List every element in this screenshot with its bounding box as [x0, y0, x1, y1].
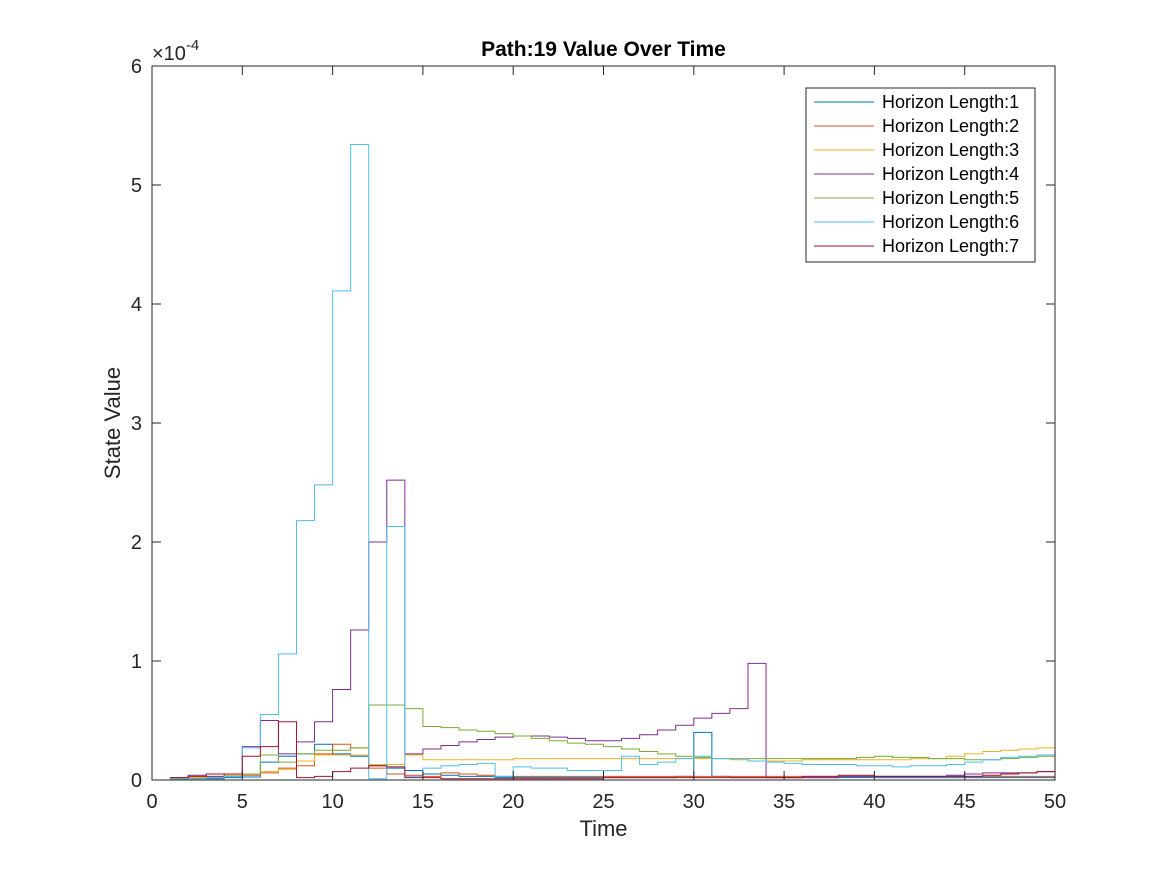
series-line-3: [170, 747, 1055, 779]
y-tick-label: 1: [131, 651, 142, 673]
series-line-7: [170, 721, 1055, 780]
x-tick-label: 25: [592, 791, 614, 813]
x-tick-label: 30: [683, 791, 705, 813]
y-tick-label: 2: [131, 532, 142, 554]
legend-label-3: Horizon Length:3: [882, 140, 1019, 160]
x-tick-label: 15: [412, 791, 434, 813]
legend-label-7: Horizon Length:7: [882, 236, 1019, 256]
legend-label-4: Horizon Length:4: [882, 164, 1019, 184]
legend: Horizon Length:1 Horizon Length:2 Horizon …: [805, 87, 1036, 263]
legend-box: [805, 87, 1036, 263]
x-tick-label: 0: [146, 791, 157, 813]
y-tick-label: 0: [131, 770, 142, 792]
x-tick-label: 45: [954, 791, 976, 813]
y-exponent-base: ×10: [152, 43, 186, 65]
y-exponent-power: -4: [186, 37, 199, 54]
series-line-5: [170, 704, 1055, 780]
series-layer: [170, 144, 1056, 780]
x-tick-label: 5: [237, 791, 248, 813]
legend-label-5: Horizon Length:5: [882, 188, 1019, 208]
x-tick-label: 10: [321, 791, 343, 813]
y-tick-label: 5: [131, 175, 142, 197]
y-tick-label: 4: [131, 294, 142, 316]
y-exponent-multiplier: ×10-4: [152, 37, 199, 65]
legend-label-6: Horizon Length:6: [882, 212, 1019, 232]
y-axis-label: State Value: [100, 367, 125, 479]
x-tick-label: 35: [773, 791, 795, 813]
series-line-4: [170, 479, 1055, 779]
legend-label-2: Horizon Length:2: [882, 116, 1019, 136]
y-tick-label: 3: [131, 413, 142, 435]
axes-box: [151, 65, 1056, 781]
x-axis-label: Time: [579, 816, 627, 841]
x-tick-label: 40: [863, 791, 885, 813]
x-tick-label: 20: [502, 791, 524, 813]
series-line-6: [170, 144, 1056, 780]
legend-label-1: Horizon Length:1: [882, 92, 1019, 112]
y-tick-label: 6: [131, 56, 142, 78]
x-tick-label: 50: [1044, 791, 1066, 813]
chart-title: Path:19 Value Over Time: [481, 38, 726, 61]
